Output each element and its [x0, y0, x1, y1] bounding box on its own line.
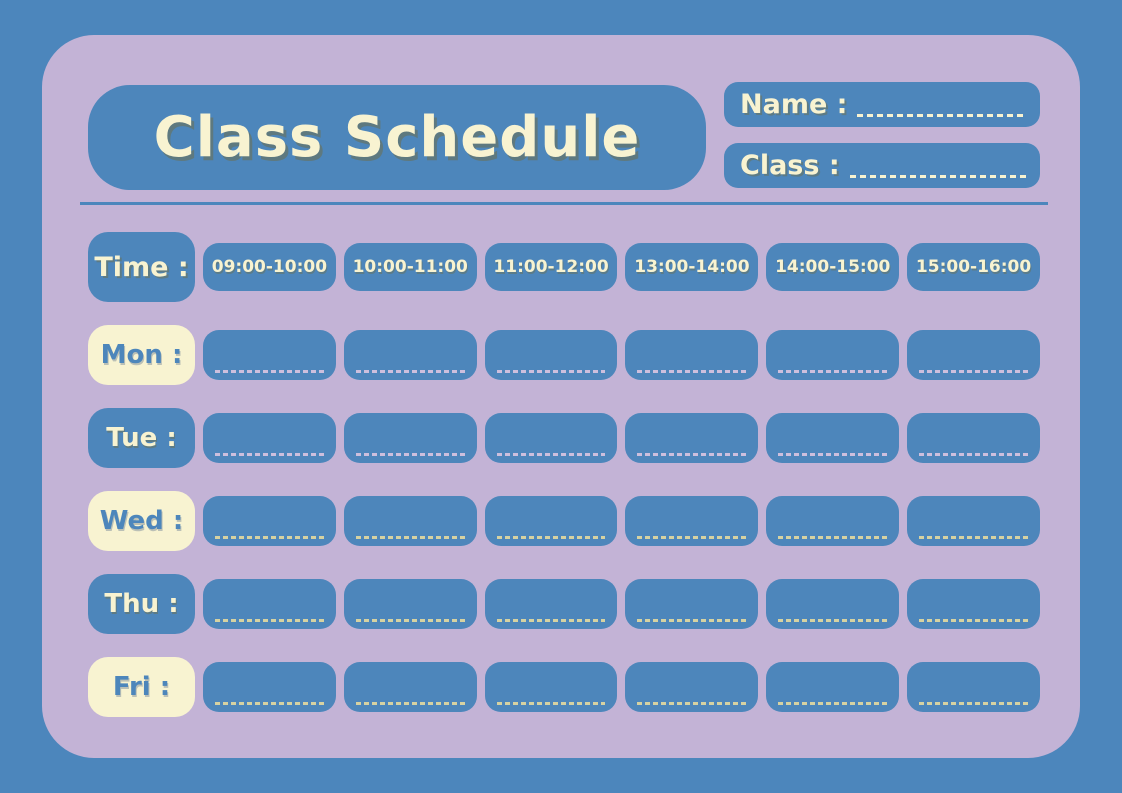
schedule-cell-wed-3[interactable] — [625, 496, 759, 546]
day-label-tue: Tue : — [88, 408, 195, 468]
schedule-cell-wed-1[interactable] — [343, 496, 477, 546]
write-in-line — [637, 536, 747, 539]
write-in-line — [778, 370, 888, 373]
write-in-line — [496, 453, 606, 456]
page-title-box: Class Schedule — [88, 85, 706, 190]
name-label: Name : — [740, 89, 848, 120]
write-in-line — [496, 702, 606, 705]
write-in-line — [919, 702, 1028, 705]
write-in-line — [496, 619, 606, 622]
time-slot-4: 14:00-15:00 — [766, 243, 900, 291]
schedule-cell-mon-4[interactable] — [766, 330, 900, 380]
write-in-line — [215, 702, 324, 705]
write-in-line — [355, 619, 465, 622]
write-in-line — [637, 619, 747, 622]
write-in-line — [919, 536, 1028, 539]
schedule-cell-fri-1[interactable] — [343, 662, 477, 712]
time-header-cell: Time : — [88, 232, 195, 302]
day-label-mon: Mon : — [88, 325, 195, 385]
time-slot-2: 11:00-12:00 — [484, 243, 618, 291]
write-in-line — [496, 370, 606, 373]
page-title: Class Schedule — [153, 105, 641, 170]
schedule-cell-wed-4[interactable] — [766, 496, 900, 546]
write-in-line — [778, 536, 888, 539]
time-slot-0: 09:00-10:00 — [203, 243, 336, 291]
schedule-grid: Time :09:00-10:00 10:00-11:00 11:00-12:00 1… — [88, 232, 1040, 717]
write-in-line — [496, 536, 606, 539]
time-slot-3: 13:00-14:00 — [625, 243, 759, 291]
time-slot-5: 15:00-16:00 — [907, 243, 1040, 291]
write-in-line — [919, 370, 1028, 373]
time-slot-1: 10:00-11:00 — [343, 243, 477, 291]
write-in-line — [215, 619, 324, 622]
write-in-line — [215, 370, 324, 373]
write-in-line — [355, 702, 465, 705]
schedule-cell-thu-5[interactable] — [907, 579, 1040, 629]
write-in-line — [215, 536, 324, 539]
schedule-cell-wed-0[interactable] — [203, 496, 336, 546]
schedule-cell-fri-3[interactable] — [625, 662, 759, 712]
name-write-line[interactable] — [857, 114, 1026, 117]
name-field[interactable]: Name : — [724, 82, 1040, 127]
write-in-line — [778, 453, 888, 456]
schedule-cell-mon-5[interactable] — [907, 330, 1040, 380]
header: Class Schedule Name : Class : — [88, 82, 1040, 190]
schedule-cell-tue-0[interactable] — [203, 413, 336, 463]
write-in-line — [355, 453, 465, 456]
schedule-cell-thu-1[interactable] — [343, 579, 477, 629]
class-label: Class : — [740, 150, 840, 181]
schedule-cell-fri-2[interactable] — [484, 662, 618, 712]
day-label-thu: Thu : — [88, 574, 195, 634]
day-label-wed: Wed : — [88, 491, 195, 551]
schedule-cell-wed-5[interactable] — [907, 496, 1040, 546]
write-in-line — [919, 619, 1028, 622]
write-in-line — [355, 536, 465, 539]
schedule-cell-thu-2[interactable] — [484, 579, 618, 629]
write-in-line — [637, 370, 747, 373]
class-write-line[interactable] — [849, 175, 1026, 178]
name-class-panel: Name : Class : — [724, 82, 1040, 188]
schedule-cell-thu-4[interactable] — [766, 579, 900, 629]
schedule-cell-tue-1[interactable] — [343, 413, 477, 463]
schedule-card: Class Schedule Name : Class : Time :09:0… — [42, 35, 1080, 758]
schedule-cell-mon-2[interactable] — [484, 330, 618, 380]
day-label-fri: Fri : — [88, 657, 195, 717]
schedule-cell-mon-0[interactable] — [203, 330, 336, 380]
schedule-cell-fri-0[interactable] — [203, 662, 336, 712]
schedule-cell-fri-4[interactable] — [766, 662, 900, 712]
schedule-cell-fri-5[interactable] — [907, 662, 1040, 712]
write-in-line — [355, 370, 465, 373]
write-in-line — [215, 453, 324, 456]
schedule-cell-tue-2[interactable] — [484, 413, 618, 463]
schedule-cell-mon-3[interactable] — [625, 330, 759, 380]
schedule-cell-mon-1[interactable] — [343, 330, 477, 380]
write-in-line — [637, 702, 747, 705]
write-in-line — [637, 453, 747, 456]
write-in-line — [778, 619, 888, 622]
schedule-cell-thu-0[interactable] — [203, 579, 336, 629]
header-divider — [80, 202, 1048, 205]
schedule-cell-tue-5[interactable] — [907, 413, 1040, 463]
schedule-cell-tue-3[interactable] — [625, 413, 759, 463]
write-in-line — [778, 702, 888, 705]
schedule-cell-thu-3[interactable] — [625, 579, 759, 629]
schedule-cell-tue-4[interactable] — [766, 413, 900, 463]
write-in-line — [919, 453, 1028, 456]
class-field[interactable]: Class : — [724, 143, 1040, 188]
schedule-cell-wed-2[interactable] — [484, 496, 618, 546]
